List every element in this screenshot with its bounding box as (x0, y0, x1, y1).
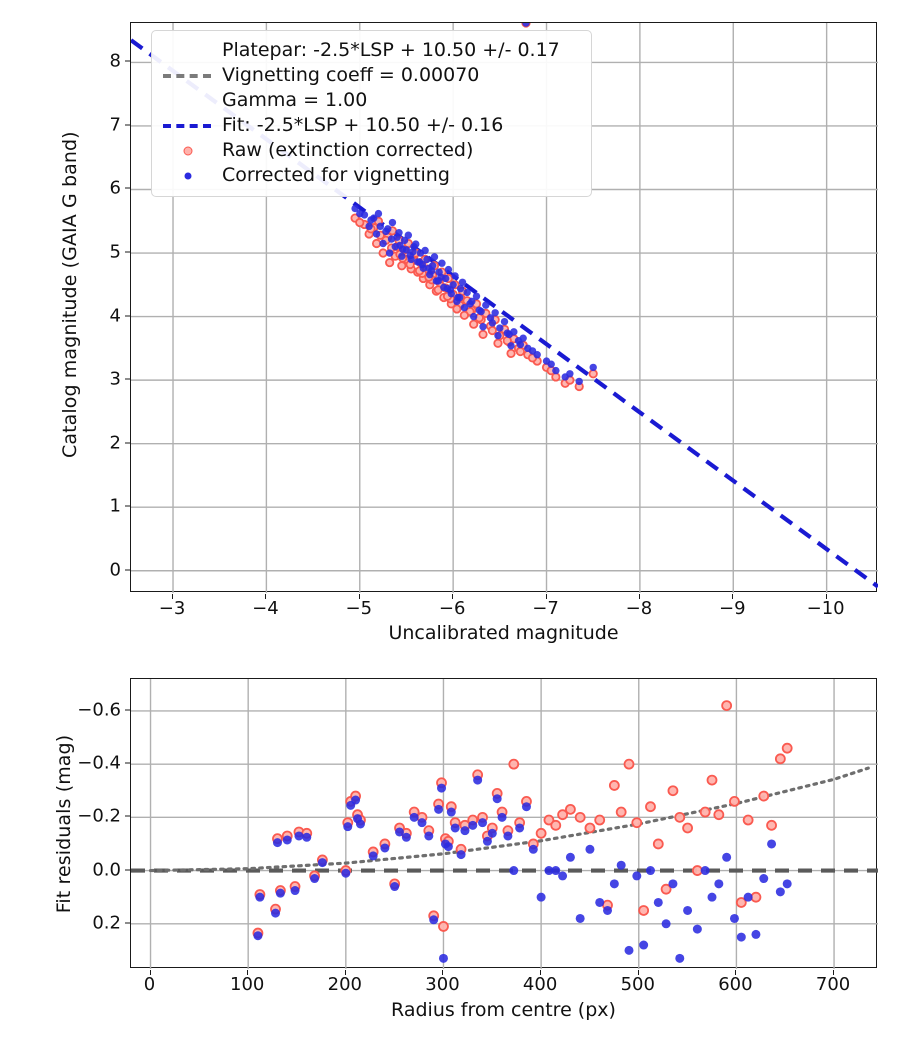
tick-mark-y (125, 378, 130, 380)
tick-mark-y (125, 869, 130, 871)
tick-mark-x (247, 970, 249, 975)
top-panel-xlabel: Uncalibrated magnitude (388, 622, 619, 644)
legend-entry: Platepar: -2.5*LSP + 10.50 +/- 0.17 Vigne… (163, 38, 580, 113)
tick-mark-x (825, 594, 827, 599)
tick-mark-y (125, 124, 130, 126)
tick-mark-y (125, 815, 130, 817)
tick-label-y: 0.2 (92, 912, 121, 934)
tick-label-y: 0 (109, 559, 121, 581)
tick-label-y: 4 (109, 305, 121, 327)
tick-label-x: −6 (438, 598, 466, 619)
tick-mark-y (125, 922, 130, 924)
tick-label-y: 6 (109, 177, 121, 199)
tick-label-x: −10 (806, 598, 845, 619)
legend-dashed-blue-line-icon (163, 116, 213, 136)
legend-label-line: Fit: -2.5*LSP + 10.50 +/- 0.16 (222, 114, 504, 136)
tick-mark-y (125, 762, 130, 764)
tick-mark-y (125, 569, 130, 571)
tick-label-x: −5 (345, 598, 373, 619)
top-panel-ytick-group: 0 1 2 3 4 5 6 7 8 (60, 22, 130, 592)
tick-mark-y (125, 251, 130, 253)
tick-mark-x (172, 594, 174, 599)
tick-mark-y (125, 709, 130, 711)
bottom-panel-plot-area (130, 678, 878, 969)
legend-label: Raw (extinction corrected) (222, 138, 473, 163)
tick-mark-x (833, 970, 835, 975)
tick-label-y: 5 (109, 241, 121, 263)
tick-mark-y (125, 315, 130, 317)
legend-label: Corrected for vignetting (222, 163, 450, 188)
bottom-panel-ytick-group: 0.2 0.0 −0.2 −0.4 −0.6 (50, 678, 130, 968)
tick-label-y: −0.2 (77, 805, 121, 827)
top-panel-xtick-group: −3 −4 −5 −6 −7 −8 −9 −10 (130, 594, 877, 620)
bottom-panel-xtick-group: 0 100 200 300 400 500 600 700 (130, 970, 877, 996)
tick-mark-y (125, 505, 130, 507)
tick-label-y: 3 (109, 368, 121, 390)
top-panel-legend: Platepar: -2.5*LSP + 10.50 +/- 0.17 Vigne… (151, 30, 592, 197)
tick-label-x: 500 (620, 974, 655, 995)
tick-mark-y (125, 187, 130, 189)
tick-mark-x (358, 594, 360, 599)
tick-label-x: 600 (718, 974, 753, 995)
legend-red-marker-icon (163, 141, 213, 161)
tick-label-x: −7 (532, 598, 559, 619)
tick-label-x: −4 (252, 598, 279, 619)
tick-label-y: 1 (109, 495, 121, 517)
tick-label-y: 7 (109, 114, 121, 136)
tick-mark-x (638, 594, 640, 599)
legend-dashed-gray-line-icon (163, 66, 213, 86)
tick-mark-x (452, 594, 454, 599)
dash-line-icon (163, 73, 211, 78)
tick-label-x: −3 (158, 598, 186, 619)
legend-label: Fit: -2.5*LSP + 10.50 +/- 0.16 (222, 113, 503, 138)
legend-label-line: Gamma = 1.00 (222, 89, 368, 111)
tick-mark-x (149, 970, 151, 975)
tick-label-x: −9 (718, 598, 746, 619)
tick-label-x: 400 (522, 974, 558, 995)
tick-mark-x (344, 970, 346, 975)
tick-mark-x (442, 970, 444, 975)
tick-mark-x (637, 970, 639, 975)
tick-mark-x (540, 970, 542, 975)
blue-dot-icon (184, 172, 192, 179)
legend-entry: Fit: -2.5*LSP + 10.50 +/- 0.16 (163, 113, 580, 138)
legend-label-line: Raw (extinction corrected) (222, 139, 474, 161)
tick-label-y: 2 (109, 432, 121, 454)
tick-label-x: 200 (327, 974, 362, 995)
tick-label-x: 100 (229, 974, 265, 995)
legend-label-line: Corrected for vignetting (222, 164, 450, 186)
tick-label-y: 0.0 (92, 859, 121, 881)
legend-blue-marker-icon (163, 166, 213, 186)
tick-label-y: −0.6 (77, 699, 121, 721)
tick-label-y: 8 (109, 50, 121, 72)
tick-mark-x (545, 594, 547, 599)
tick-mark-x (265, 594, 267, 599)
tick-label-x: 300 (425, 974, 460, 995)
legend-entry: Raw (extinction corrected) (163, 138, 580, 163)
tick-label-x: 700 (815, 974, 851, 995)
tick-mark-y (125, 60, 130, 62)
legend-label: Platepar: -2.5*LSP + 10.50 +/- 0.17 Vigne… (222, 38, 560, 113)
red-dot-icon (183, 146, 193, 155)
tick-label-y: −0.4 (77, 752, 121, 774)
tick-mark-y (125, 442, 130, 444)
tick-mark-x (735, 970, 737, 975)
legend-entry: Corrected for vignetting (163, 163, 580, 188)
tick-label-x: −8 (625, 598, 653, 619)
legend-label-line: Vignetting coeff = 0.00070 (222, 64, 480, 86)
tick-label-x: 0 (143, 974, 156, 995)
dash-line-icon (163, 123, 211, 128)
tick-mark-x (732, 594, 734, 599)
legend-label-line: Platepar: -2.5*LSP + 10.50 +/- 0.17 (222, 39, 560, 61)
bottom-panel-xlabel: Radius from centre (px) (391, 999, 616, 1021)
